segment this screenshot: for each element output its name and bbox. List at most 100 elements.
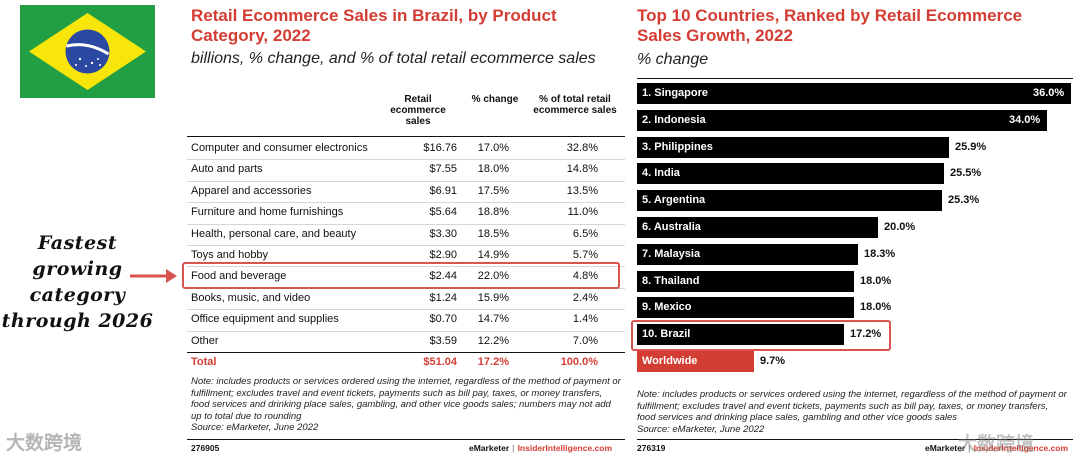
bar-label: 7. Malaysia xyxy=(642,247,701,260)
bar-value-label: 34.0% xyxy=(1009,113,1041,126)
watermark-logo: 大数跨境 xyxy=(6,433,83,454)
chart-id: 276319 xyxy=(637,443,666,453)
col-header-sales: Retail ecommerce sales xyxy=(390,94,446,127)
bar: 3. Philippines xyxy=(637,136,949,158)
sales-cell: $3.59 xyxy=(429,334,457,347)
change-cell: 15.9% xyxy=(477,291,509,304)
share-cell: 2.4% xyxy=(572,291,598,304)
row-divider xyxy=(187,245,625,246)
header-rule xyxy=(187,136,625,137)
brand-footer: eMarketer | InsiderIntelligence.com xyxy=(469,443,612,453)
bar-label: 6. Australia xyxy=(642,221,701,233)
category-cell: Apparel and accessories xyxy=(191,184,312,197)
bar: 4. India xyxy=(637,163,944,185)
table-row: Office equipment and supplies $0.70 14.7% 1… xyxy=(187,309,625,330)
panel-subtitle: % change xyxy=(637,51,709,68)
change-cell: 14.7% xyxy=(477,313,509,326)
table-row: Books, music, and video $1.24 15.9% 2.4% xyxy=(187,288,625,309)
bar: 5. Argentina xyxy=(637,190,942,212)
share-cell: 13.5% xyxy=(566,184,598,197)
sales-cell: $6.91 xyxy=(429,184,457,197)
sales-cell: $3.30 xyxy=(429,227,457,240)
table-total-row: Total $51.04 17.2% 100.0% xyxy=(187,352,625,373)
annotation-line: category xyxy=(29,284,126,306)
table-row: Furniture and home furnishings $5.64 18.8%… xyxy=(187,202,625,223)
table-row: Toys and hobby $2.90 14.9% 5.7% xyxy=(187,245,625,266)
brazil-flag xyxy=(20,5,155,98)
col-header-change: % change xyxy=(471,94,519,105)
category-cell: Auto and parts xyxy=(191,163,263,176)
change-cell: 18.8% xyxy=(477,206,509,219)
share-cell: 11.0% xyxy=(567,206,598,219)
change-cell: 12.2% xyxy=(477,334,509,347)
row-divider xyxy=(187,159,625,161)
highlight-brazil-box xyxy=(631,320,891,351)
table-row: Apparel and accessories $6.91 17.5% 13.5% xyxy=(187,181,625,202)
bar: Worldwide xyxy=(637,351,754,372)
fastest-growing-annotation: Fastest growing category through 2026 xyxy=(0,230,155,334)
share-cell: 5.7% xyxy=(572,249,598,261)
annotation-line: through 2026 xyxy=(1,310,154,332)
row-divider xyxy=(187,309,625,311)
change-cell: 18.5% xyxy=(477,227,509,240)
annotation-line: growing xyxy=(32,258,123,280)
bar-value-label: 18.0% xyxy=(860,274,892,287)
brand-emarketer: eMarketer xyxy=(469,443,510,453)
bar-label: Worldwide xyxy=(642,355,698,367)
share-cell: 6.5% xyxy=(572,227,598,240)
brazil-categories-panel: Retail Ecommerce Sales in Brazil, by Pro… xyxy=(182,0,625,461)
bar: 8. Thailand xyxy=(637,270,854,292)
col-header-share: % of total retail ecommerce sales xyxy=(533,94,617,116)
category-cell: Toys and hobby xyxy=(191,249,269,261)
bar-label: 4. India xyxy=(642,167,680,180)
table-row: Auto and parts $7.55 18.0% 14.8% xyxy=(187,159,625,180)
bar-value-label: 20.0% xyxy=(884,221,916,233)
share-cell: 1.4% xyxy=(572,313,598,326)
share-cell: 7.0% xyxy=(572,334,598,347)
bar: 10. Brazil xyxy=(637,324,844,346)
bar-label: 9. Mexico xyxy=(642,301,692,314)
row-divider xyxy=(187,180,625,182)
brand-insider: InsiderIntelligence.com xyxy=(517,443,613,453)
row-divider xyxy=(187,266,625,268)
bar-value-label: 18.3% xyxy=(864,247,896,260)
bar-value-label: 18.0% xyxy=(860,301,892,314)
bar-value-label: 9.7% xyxy=(760,355,786,367)
countries-growth-panel: Top 10 Countries, Ranked by Retail Ecomm… xyxy=(631,0,1073,461)
brand-emarketer: eMarketer xyxy=(925,443,966,453)
sales-cell: $7.55 xyxy=(429,163,457,176)
footer-rule xyxy=(187,439,625,440)
bar-value-label: 17.2% xyxy=(850,328,882,341)
change-cell: 14.9% xyxy=(477,249,509,261)
change-cell: 18.0% xyxy=(477,163,509,176)
bar-label: 1. Singapore xyxy=(642,87,709,99)
table-source: Source: eMarketer, June 2022 xyxy=(191,422,319,433)
sales-cell: $51.04 xyxy=(423,356,457,368)
table-row: Food and beverage $2.44 22.0% 4.8% xyxy=(187,266,625,287)
change-cell: 17.5% xyxy=(477,184,509,197)
annotation-line: Fastest xyxy=(37,232,118,254)
row-divider xyxy=(187,223,625,225)
annotation-arrow-icon xyxy=(130,269,177,283)
table-note: Note: includes products or services orde… xyxy=(191,376,621,422)
sales-cell: $5.64 xyxy=(429,206,457,219)
bar-label: 2. Indonesia xyxy=(642,113,706,126)
row-divider xyxy=(187,330,625,332)
sales-cell: $0.70 xyxy=(429,313,457,326)
bar-value-label: 25.3% xyxy=(948,194,980,207)
sales-cell: $16.76 xyxy=(423,142,457,154)
panel-subtitle: billions, % change, and % of total retai… xyxy=(191,50,596,67)
share-cell: 100.0% xyxy=(560,356,598,368)
bar-label: 10. Brazil xyxy=(642,328,691,341)
category-cell: Books, music, and video xyxy=(191,291,311,304)
share-cell: 32.8% xyxy=(566,142,598,154)
change-cell: 17.0% xyxy=(477,142,509,154)
watermark-logo: 大数跨境 xyxy=(958,434,1035,455)
bar: 7. Malaysia xyxy=(637,243,858,265)
change-cell: 22.0% xyxy=(477,270,509,283)
share-cell: 14.8% xyxy=(566,163,598,176)
bar: 1. Singapore xyxy=(637,83,1071,104)
bar-value-label: 36.0% xyxy=(1033,87,1065,99)
category-cell: Total xyxy=(191,356,217,368)
row-divider xyxy=(187,202,625,204)
